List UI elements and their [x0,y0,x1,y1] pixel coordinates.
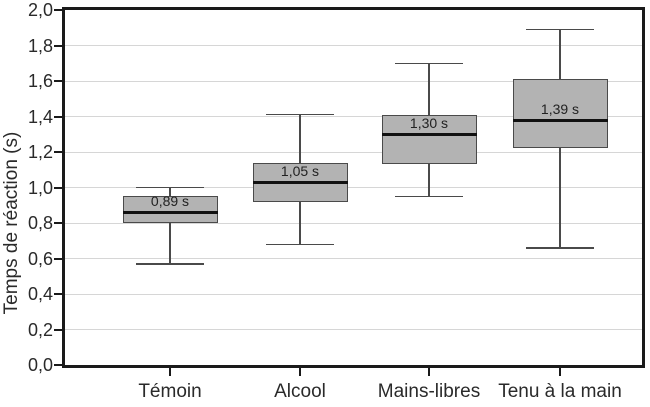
y-axis-tick [54,44,62,47]
x-axis-tick [299,368,301,376]
y-tick-label: 1,6 [27,71,53,91]
y-tick-label: 0,6 [27,248,53,269]
gridline [65,151,642,153]
y-tick-label: 2,0 [27,0,53,20]
plot-area: 0,89 s 1,05 s 1,30 s 1,39 s [62,7,645,368]
whisker-cap-bottom [266,243,334,246]
gridline [65,258,642,259]
y-tick-label: 1,0 [27,177,53,198]
y-tick-label: 0,4 [27,284,53,304]
gridline [65,80,642,82]
median-line [122,210,218,214]
x-axis-tick [559,368,561,376]
median-line [381,132,477,136]
gridline [65,329,642,330]
median-line [252,180,348,184]
whisker-cap-bottom [395,195,463,198]
gridline [65,293,642,295]
y-tick-label: 1,8 [27,35,53,56]
y-tick-label: 1,4 [27,106,53,127]
y-tick-label: 1,2 [27,142,53,162]
mean-label: 1,05 s [280,162,320,179]
y-tick-label: 0,8 [27,213,53,233]
whisker-cap-bottom [526,247,594,249]
y-tick-label: 0,0 [27,355,53,375]
whisker-cap-top [266,113,334,116]
y-axis-tick [54,115,62,118]
x-axis-tick [428,368,430,376]
y-axis-tick [54,257,62,260]
y-axis-tick [54,9,62,11]
x-tick-label: Témoin [138,381,202,402]
x-tick-label: Alcool [274,381,326,402]
gridline [65,116,642,117]
whisker-cap-top [395,62,463,64]
gridline [65,222,642,224]
x-tick-label: Tenu à la main [498,381,622,402]
box [381,114,477,165]
y-axis-tick [54,293,62,295]
mean-label: 1,30 s [409,114,449,131]
x-axis-tick [169,368,171,376]
gridline [65,187,642,188]
x-tick-label: Mains-libres [377,381,481,402]
median-line [512,118,608,122]
whisker-cap-top [136,186,204,189]
y-axis-tick [54,222,62,224]
box [122,196,218,223]
gridline [65,45,642,46]
whisker-line [169,187,171,264]
y-axis-tick [54,151,62,153]
y-tick-label: 0,2 [27,319,53,340]
mean-label: 1,39 s [540,100,580,117]
y-axis-tick [54,328,62,331]
y-axis-tick [54,80,62,82]
whisker-cap-bottom [136,263,204,265]
box [512,79,608,149]
whisker-cap-top [526,28,594,31]
mean-label: 0,89 s [150,192,190,209]
y-axis-tick [54,186,62,189]
y-axis-tick [54,364,62,366]
